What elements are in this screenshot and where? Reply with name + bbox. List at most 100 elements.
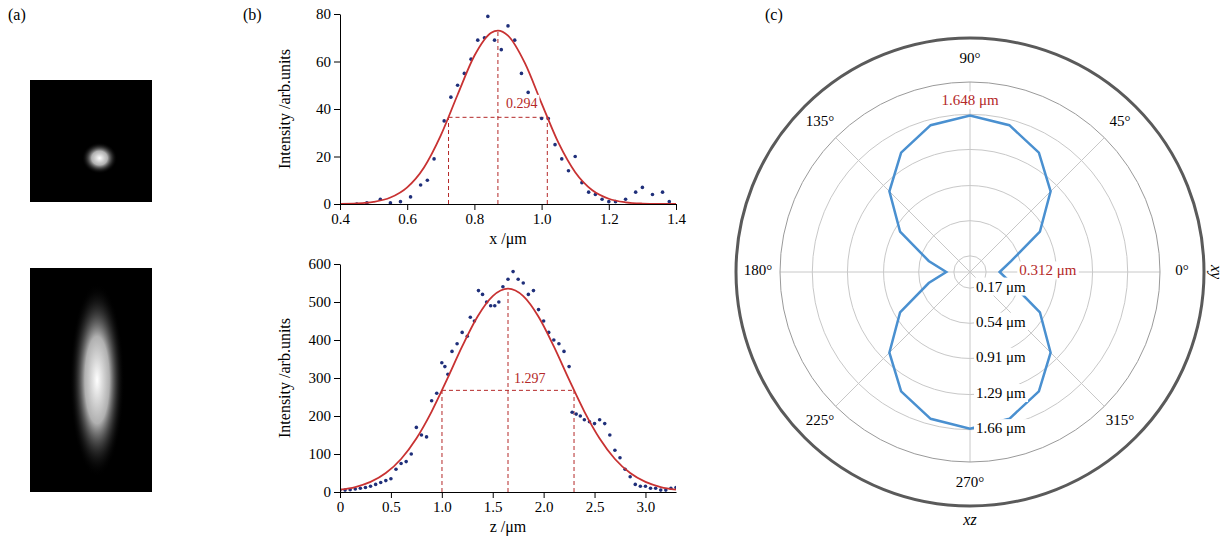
data-point (399, 200, 403, 204)
ring-label-group: 0.54 μm (974, 313, 1028, 331)
half-max-edge (574, 390, 575, 492)
ring-label-group: 1.29 μm (974, 384, 1028, 402)
image-spot (82, 142, 117, 173)
panel-label: (b) (243, 6, 262, 24)
tick-label: 1.4 (667, 211, 686, 227)
annotation-group: 0.294 (504, 95, 539, 112)
data-point (520, 72, 524, 76)
angle-label: 0° (1175, 262, 1189, 278)
y-axis-title: Intensity /arb.units (276, 318, 294, 438)
tick-mark (609, 204, 610, 210)
tick: 0.6 (398, 204, 417, 227)
data-point (415, 426, 419, 430)
tick-mark (442, 492, 443, 498)
data-point (501, 285, 505, 289)
tick-label: 0 (324, 196, 332, 212)
image-background (30, 268, 152, 492)
tick-mark (334, 204, 340, 205)
angular-grid-spoke (970, 82, 971, 272)
data-point (641, 186, 645, 190)
tick-mark (391, 492, 392, 498)
data-point (659, 488, 663, 492)
data-point (527, 293, 531, 297)
tick-label: 1.0 (433, 499, 452, 515)
tick-label: 100 (309, 446, 332, 462)
data-point (667, 200, 671, 204)
tick-mark (340, 204, 341, 210)
angular-grid-spoke (836, 272, 970, 406)
ring-label-group: 0.91 μm (974, 348, 1028, 366)
micrograph (30, 80, 152, 202)
tick-mark (334, 302, 340, 303)
data-point (557, 342, 561, 346)
data-point (607, 200, 611, 204)
image-spot (70, 283, 125, 477)
tick-mark (334, 340, 340, 341)
data-point (628, 475, 632, 479)
y-axis-title: Intensity /arb.units (276, 49, 294, 169)
data-point (497, 300, 501, 304)
data-point (506, 24, 510, 28)
data-point (624, 197, 628, 201)
text-patch (974, 348, 1028, 366)
angle-label: 270° (956, 474, 985, 490)
fit-line (340, 289, 676, 490)
tick: 200 (309, 408, 341, 424)
half-max-edge (448, 117, 449, 204)
y-axis: 0100200300400500600 (309, 256, 341, 500)
annotation-group: 1.297 (512, 370, 548, 387)
tick-label: 0.5 (382, 499, 401, 515)
y-axis-line (340, 15, 341, 205)
data-point (618, 456, 622, 460)
tick-mark (542, 204, 543, 210)
tick-mark (595, 492, 596, 498)
data-point (469, 315, 473, 319)
tick-label: 60 (316, 54, 331, 70)
data-point (476, 38, 480, 42)
data-point (593, 422, 597, 426)
data-point (654, 486, 658, 490)
data-point (409, 195, 413, 199)
x-axis-title: z /μm (490, 518, 527, 536)
data-point (567, 365, 571, 369)
panel-label: (c) (765, 6, 783, 24)
tick-label: 40 (316, 101, 331, 117)
tick-label: 2.5 (586, 499, 605, 515)
tick-label: 0.4 (331, 211, 350, 227)
data-point (649, 486, 653, 490)
data-point (613, 448, 617, 452)
data-point (506, 277, 510, 281)
tick-mark (334, 416, 340, 417)
data-point (567, 169, 571, 173)
text-patch (512, 370, 548, 387)
tick-label: 600 (309, 256, 332, 272)
data-point (661, 190, 665, 194)
data-point (442, 119, 446, 123)
ring-label: 1.66 μm (976, 420, 1026, 436)
fit-line (340, 31, 676, 204)
data-point (644, 485, 648, 489)
text-patch (1017, 261, 1079, 279)
data-point (578, 414, 582, 418)
data-point (419, 183, 423, 187)
half-max-line (442, 390, 574, 391)
tick-label: 300 (309, 370, 332, 386)
data-point (573, 155, 577, 159)
angle-label: 225° (806, 412, 835, 428)
half-max-edge (441, 390, 442, 492)
tick-mark (544, 492, 545, 498)
tick: 400 (309, 332, 341, 348)
data-point (603, 422, 607, 426)
text-patch (974, 419, 1028, 437)
data-point (583, 418, 587, 422)
tick: 0.5 (382, 492, 401, 515)
data-point (489, 304, 493, 308)
data-point (511, 270, 515, 274)
tick: 100 (309, 446, 341, 462)
tick: 1.2 (600, 204, 619, 227)
data-point (389, 201, 393, 204)
half-max-edge (547, 117, 548, 204)
plane-label: xy (1207, 264, 1225, 280)
text-patch (974, 313, 1028, 331)
tick-label: 1.2 (600, 211, 619, 227)
